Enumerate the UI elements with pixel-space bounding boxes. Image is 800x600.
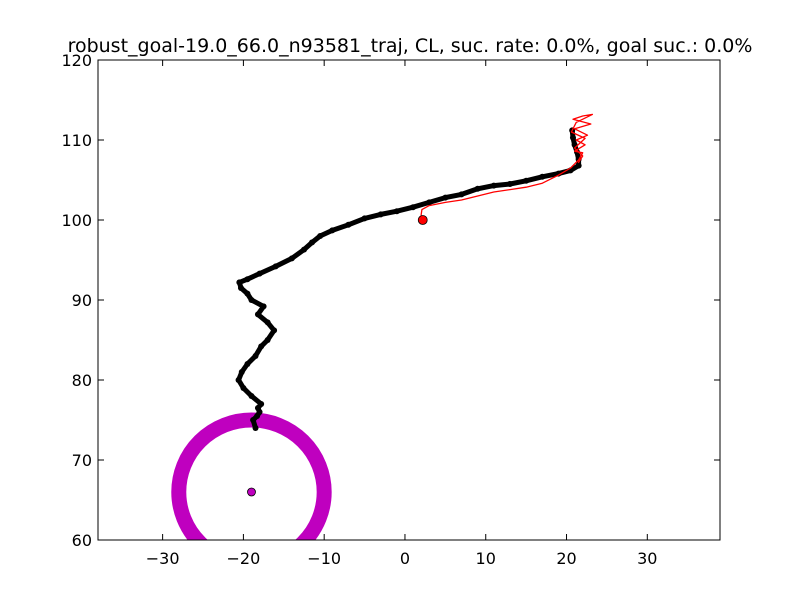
chart-title: robust_goal-19.0_66.0_n93581_traj, CL, s…	[68, 35, 753, 57]
trajectory-black-point	[317, 233, 324, 239]
trajectory-black-point	[442, 194, 449, 201]
trajectory-black-point	[254, 311, 261, 318]
y-tick-label: 120	[61, 51, 92, 70]
trajectory-black-point	[260, 303, 267, 310]
trajectory-black-point	[410, 204, 417, 211]
trajectory-black-point	[426, 199, 433, 206]
trajectory-black-point	[248, 297, 255, 303]
trajectory-black-point	[254, 405, 261, 411]
trajectory-black-point	[244, 361, 251, 367]
trajectory-black-point	[240, 385, 247, 391]
x-tick-label: −30	[146, 549, 180, 568]
trajectory-black-point	[569, 134, 576, 141]
y-tick-label: 80	[72, 371, 92, 390]
trajectory-black-point	[264, 319, 271, 326]
x-tick-label: 30	[637, 549, 657, 568]
y-tick-label: 70	[72, 451, 92, 470]
trajectory-black-point	[252, 353, 259, 359]
trajectory-black-point	[236, 279, 243, 286]
x-tick-label: 0	[400, 549, 410, 568]
trajectory-black-point	[555, 170, 562, 177]
trajectory-black-point	[271, 327, 278, 334]
trajectory-black-point	[490, 182, 497, 189]
trajectory-black-point	[377, 211, 384, 218]
start-point	[417, 215, 428, 225]
trajectory-black-point	[345, 221, 352, 228]
trajectory-black-point	[575, 162, 582, 169]
trajectory-black-point	[244, 276, 251, 283]
trajectory-black-point	[539, 173, 546, 180]
trajectory-black-point	[235, 377, 242, 383]
plot-frame	[97, 59, 721, 541]
trajectory-black-point	[329, 227, 336, 234]
y-axis: 60 70 80 90 100 110 120	[61, 51, 720, 550]
trajectory-black-point	[248, 393, 255, 399]
x-tick-label: 20	[556, 549, 576, 568]
trajectory-black-point	[506, 181, 513, 187]
trajectory-black-point	[258, 401, 265, 407]
trajectory-black-point	[393, 208, 400, 215]
trajectory-black-point	[272, 263, 279, 270]
goal-center-point	[247, 487, 256, 497]
trajectory-red-line	[420, 113, 594, 221]
y-tick-label: 100	[61, 211, 92, 230]
y-tick-label: 90	[72, 291, 92, 310]
x-tick-label: −20	[227, 549, 261, 568]
trajectory-black-point	[523, 177, 530, 184]
trajectory-black-point	[309, 239, 316, 246]
trajectory-black-line	[236, 127, 582, 431]
trajectory-black-point	[300, 246, 307, 253]
trajectory-black-point	[258, 343, 265, 350]
trajectory-black-point	[264, 337, 271, 343]
trajectory-black-point	[458, 191, 465, 198]
trajectory-black-point	[250, 417, 257, 423]
x-tick-label: 10	[476, 549, 496, 568]
y-tick-label: 60	[72, 531, 92, 550]
trajectory-black-point	[256, 270, 263, 277]
trajectory-black-point	[237, 285, 244, 291]
trajectory-black-point	[288, 255, 295, 262]
x-tick-label: −10	[307, 549, 341, 568]
plot-area	[171, 113, 594, 540]
trajectory-black-point	[361, 215, 368, 222]
trajectory-black-point	[244, 290, 251, 297]
x-axis: −30 −20 −10 0 10 20 30	[146, 60, 657, 568]
trajectory-black-point	[474, 185, 481, 192]
trajectory-black-point	[238, 369, 245, 375]
y-tick-label: 110	[61, 131, 92, 150]
trajectory-black-point	[252, 425, 259, 431]
